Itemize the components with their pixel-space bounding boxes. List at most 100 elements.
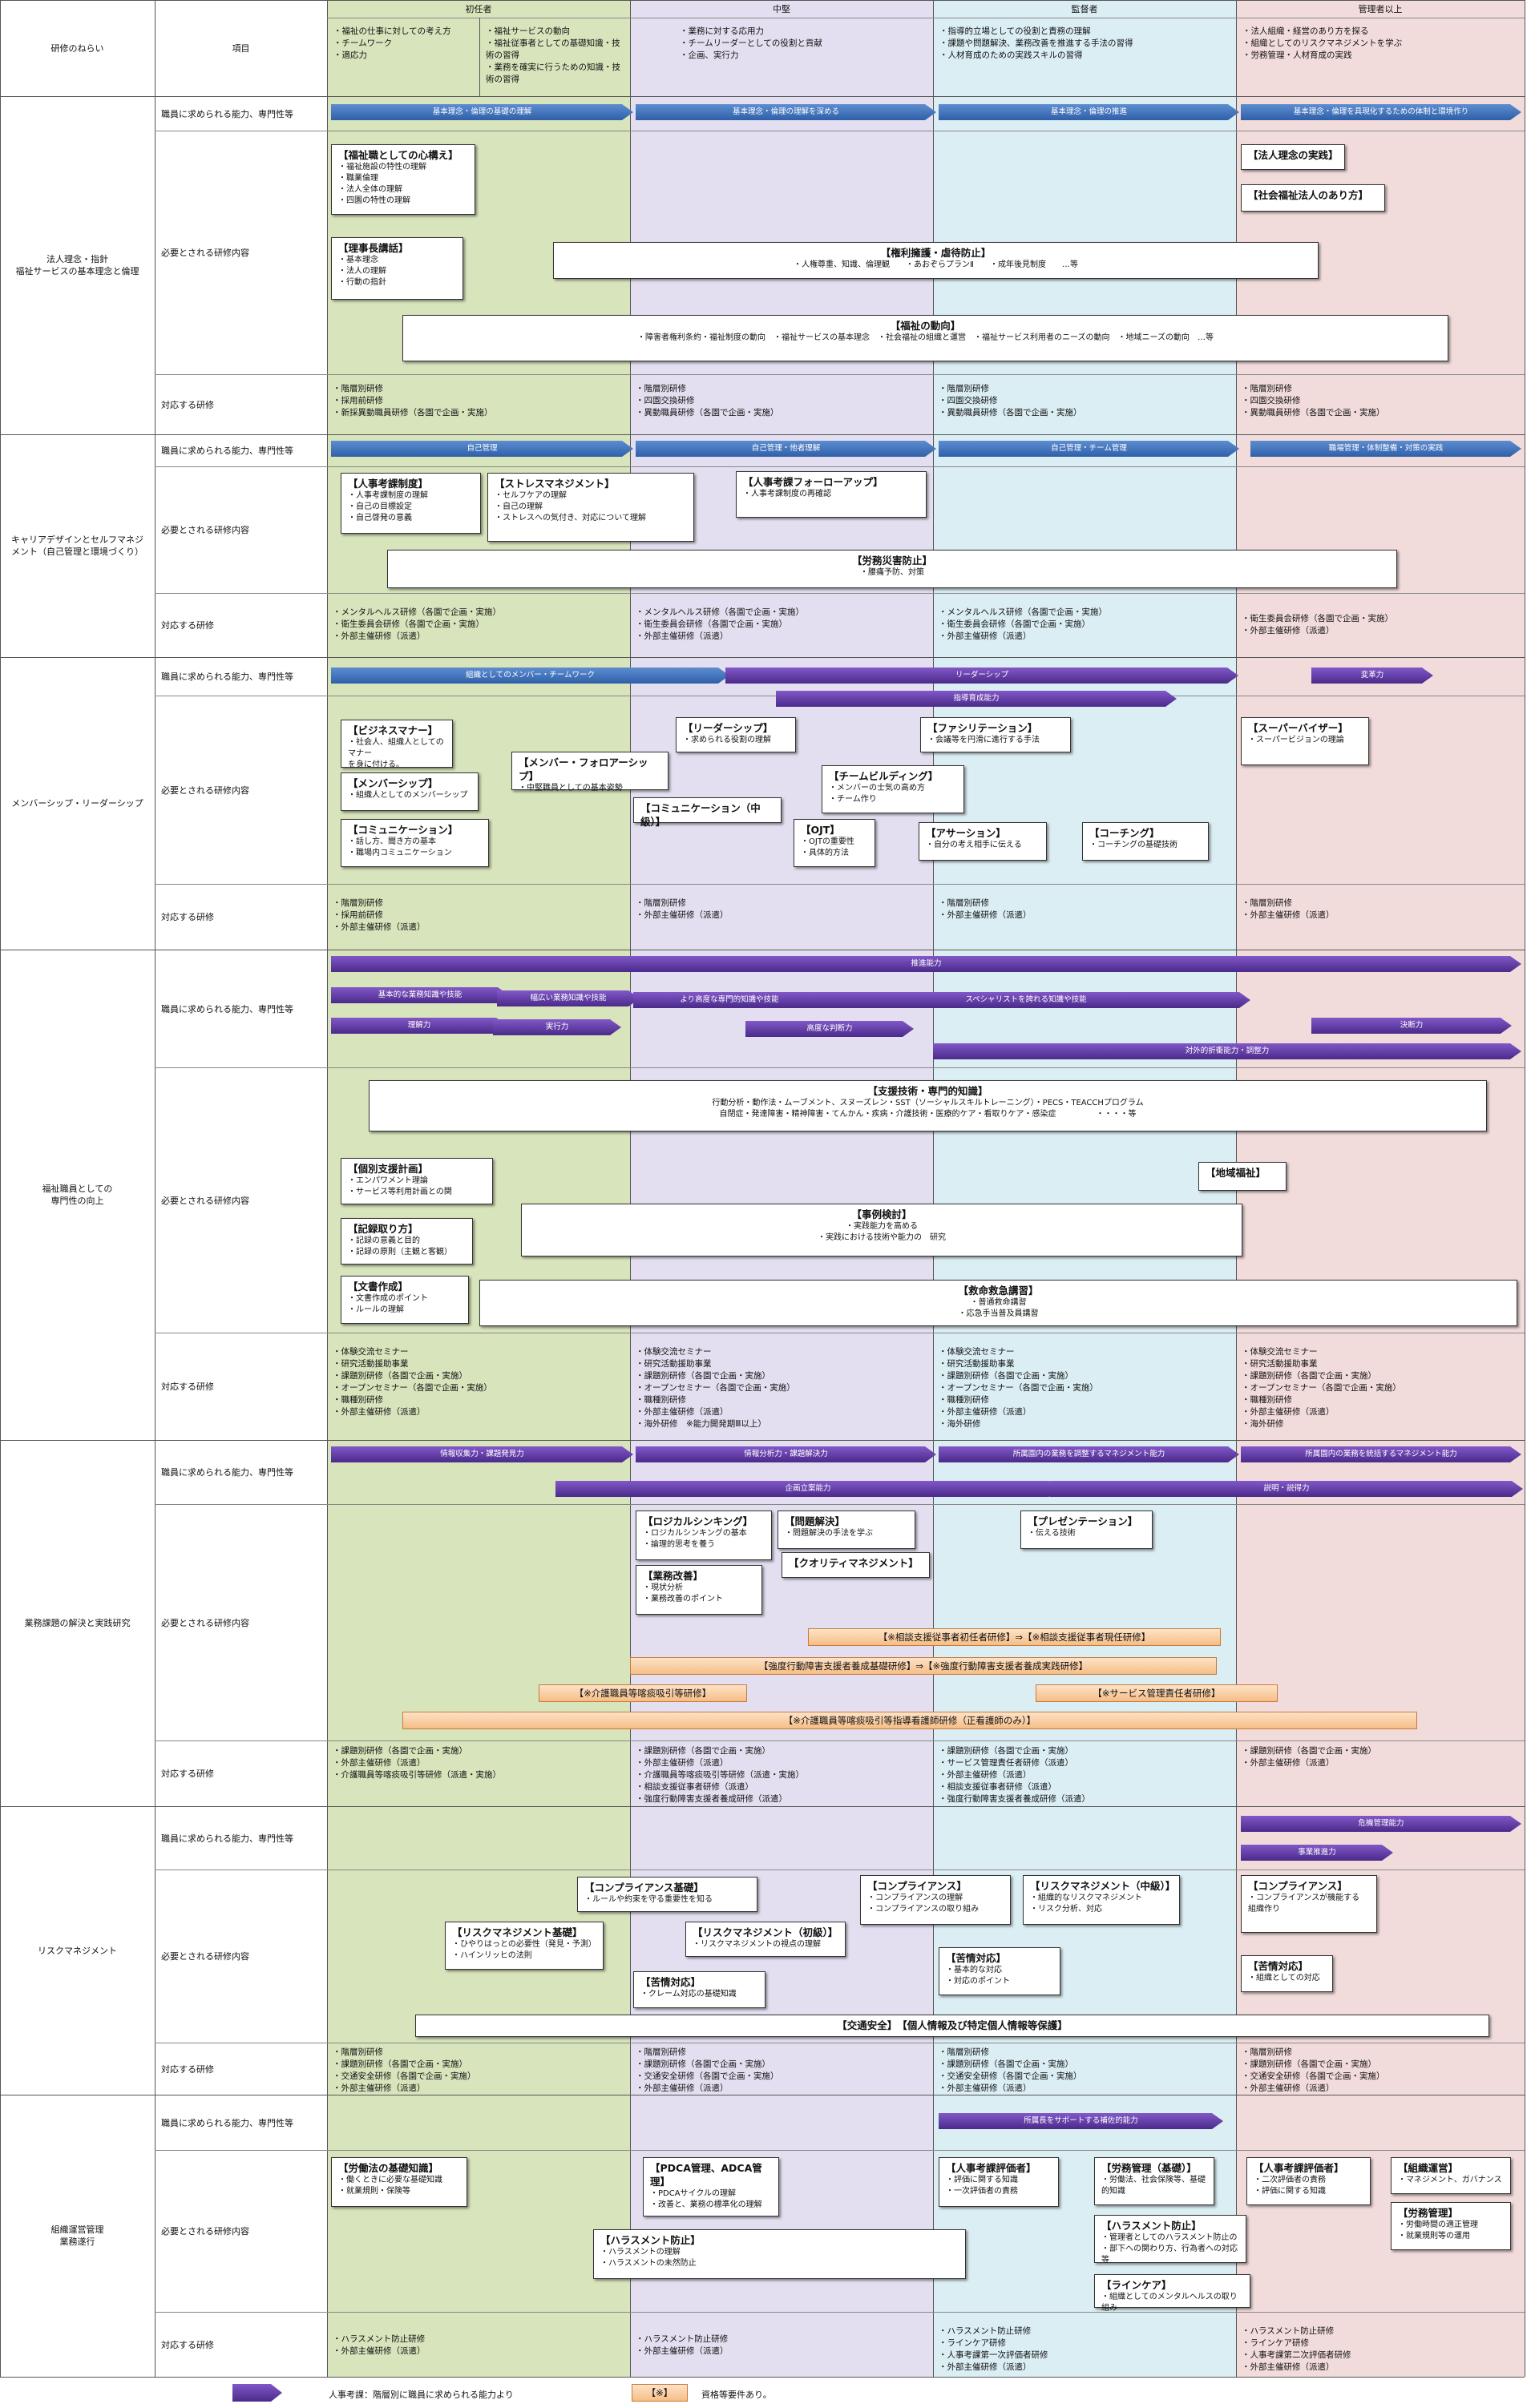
qualification-box: 【※介護職員等喀痰吸引等研修】: [539, 1684, 747, 1702]
training-box: 【人事考課評価者】 ・評価に関する知識 ・一次評価者の責務: [939, 2157, 1059, 2207]
training-box: 【労務管理】 ・労働時間の適正管理 ・就業規則等の運用: [1391, 2202, 1511, 2250]
ability-arrow: 指導育成能力: [776, 691, 1177, 707]
ability-label: 職員に求められる能力、専門性等: [161, 1833, 293, 1844]
content-label: 必要とされる研修内容: [161, 1617, 249, 1628]
training-box: 【問題解決】 ・問題解決の手法を学ぶ: [778, 1511, 915, 1549]
courses-list: ・階層別研修 ・課題別研修（各園で企画・実施） ・交通安全研修（各園で企画・実施…: [636, 2047, 779, 2093]
courses-list: ・階層別研修 ・課題別研修（各園で企画・実施） ・交通安全研修（各園で企画・実施…: [939, 2047, 1082, 2093]
courses-label: 対応する研修: [161, 912, 214, 922]
ability-arrow: 幅広い業務知識や技能: [497, 990, 640, 1006]
level-header-kantoku: 監督者: [1071, 4, 1098, 14]
courses-list: ・体験交流セミナー ・研究活動援助事業 ・課題別研修（各園で企画・実施） ・オー…: [939, 1347, 1098, 1429]
ability-arrow: 情報収集力・課題発見力: [331, 1446, 633, 1462]
training-box: 【ラインケア】 ・組織としてのメンタルヘルスの取り組み: [1094, 2274, 1250, 2313]
courses-list: ・ハラスメント防止研修 ・ラインケア研修 ・人事考課第一次評価者研修 ・外部主催…: [939, 2326, 1048, 2372]
section-name: 業務課題の解決と実践研究: [24, 1618, 131, 1628]
training-box: 【権利擁護・虐待防止】 ・人権尊重、知識、倫理観 ・あおぞらプランⅡ ・成年後見制…: [553, 242, 1319, 279]
ability-arrow: 高度な判断力: [745, 1021, 914, 1037]
ability-arrow: 基本的な業務知識や技能: [331, 987, 509, 1003]
courses-label: 対応する研修: [161, 620, 214, 631]
training-box: 【救命救急講習】 ・普通救命講習 ・応急手当普及員講習: [479, 1280, 1517, 1326]
ability-arrow: 企画立案能力: [555, 1481, 1060, 1497]
ability-arrow: 理解力: [331, 1018, 507, 1034]
courses-label: 対応する研修: [161, 1769, 214, 1779]
courses-list: ・階層別研修 ・課題別研修（各園で企画・実施） ・交通安全研修（各園で企画・実施…: [333, 2047, 476, 2093]
item-header: 項目: [232, 42, 250, 54]
training-box: 【人事考課フォーローアップ】 ・人事考課制度の再確認: [736, 471, 927, 518]
level-header-shonin: 初任者: [465, 4, 492, 14]
training-box: 【記録取り方】 ・記録の意義と目的 ・記録の原則（主観と客観）: [341, 1218, 473, 1265]
qualification-box: 【強度行動障害支援者養成基礎研修】⇒【※強度行動障害支援者養成実践研修】: [630, 1657, 1217, 1675]
training-box: 【リスクマネジメント（中級）】 ・組織的なリスクマネジメント ・リスク分析、対応: [1023, 1875, 1180, 1925]
courses-list: ・体験交流セミナー ・研究活動援助事業 ・課題別研修（各園で企画・実施） ・オー…: [333, 1347, 492, 1417]
training-box: 【ストレスマネジメント】 ・セルフケアの理解 ・自己の理解 ・ストレスへの気付き、…: [487, 473, 694, 542]
training-box: 【理事長講話】 ・基本理念 ・法人の理解 ・行動の指針: [331, 237, 463, 300]
ability-arrow: 実行力: [493, 1019, 621, 1035]
training-box: 【苦情対応】 ・組織としての対応: [1241, 1955, 1333, 1992]
aim-kantoku: ・指導的立場としての役割と責務の理解 ・課題や問題解決、業務改善を推進する手法の…: [939, 26, 1133, 60]
ability-arrow: 基本理念・倫理の理解を深める: [636, 104, 936, 120]
training-box: 【OJT】 ・OJTの重要性 ・具体的方法: [794, 819, 875, 867]
ability-arrow: 変革力: [1311, 668, 1433, 684]
aim-header: 研修のねらい: [50, 42, 104, 54]
legend-orange-text: 資格等要件あり。: [701, 2390, 772, 2400]
ability-arrow: 決断力: [1311, 1018, 1512, 1034]
training-box: 【法人理念の実践】: [1241, 144, 1345, 170]
ability-arrow: 事業推進力: [1241, 1845, 1393, 1861]
section-name: 組織運営管理 業務遂行: [50, 2224, 104, 2247]
training-box: 【アサーション】 ・自分の考え相手に伝える: [919, 822, 1047, 861]
content-label: 必要とされる研修内容: [161, 2226, 249, 2237]
training-box: 【チームビルディング】 ・メンバーの士気の高め方 ・チーム作り: [822, 765, 964, 813]
training-box: 【事例検討】 ・実践能力を高める ・実践における技術や能力の 研究: [521, 1204, 1242, 1256]
ability-arrow: 危機管理能力: [1241, 1816, 1521, 1832]
training-box: 【支援技術・専門的知識】 行動分析・動作法・ムーブメント、スヌーズレン・SST（ソ…: [369, 1080, 1487, 1131]
ability-arrow: 所属園内の業務を統括するマネジメント能力: [1241, 1446, 1521, 1462]
courses-list: ・階層別研修 ・課題別研修（各園で企画・実施） ・交通安全研修（各園で企画・実施…: [1242, 2047, 1385, 2093]
training-box: 【社会福祉法人のあり方】: [1241, 184, 1385, 212]
training-box: 【労働法の基礎知識】 ・働くときに必要な基礎知識 ・就業規則・保険等: [331, 2157, 467, 2207]
courses-list: ・ハラスメント防止研修 ・外部主催研修（派遣）: [333, 2334, 426, 2356]
ability-arrow: 基本理念・倫理を具現化するための体制と環境作り: [1241, 104, 1521, 120]
qualification-box: 【※サービス管理責任者研修】: [1036, 1684, 1278, 1702]
courses-list: ・メンタルヘルス研修（各園で企画・実施） ・衛生委員会研修（各園で企画・実施） …: [333, 607, 501, 641]
training-box: 【福祉職としての心構え】 ・福祉施設の特性の理解 ・職業倫理 ・法人全体の理解 ・…: [331, 144, 475, 215]
legend-orange-mark: 【※】: [632, 2384, 688, 2402]
ability-arrow: 組織としてのメンバー・チームワーク: [331, 668, 729, 684]
content-label: 必要とされる研修内容: [161, 1195, 249, 1206]
ability-arrow: 説明・説得力: [1050, 1481, 1523, 1497]
courses-list: ・階層別研修 ・四園交換研修 ・異動職員研修（各園で企画・実施）: [1242, 384, 1385, 417]
training-box: 【ハラスメント防止】 ・ハラスメントの理解 ・ハラスメントの未然防止: [593, 2229, 966, 2279]
training-box: 【コンプライアンス】 ・コンプライアンスの理解 ・コンプライアンスの取り組み: [860, 1875, 1011, 1925]
training-box: 【労務災害防止】 ・腰痛予防、対策: [387, 550, 1397, 588]
training-box: 【リーダーシップ】 ・求められる役割の理解: [676, 717, 796, 752]
section-name: 法人理念・指針 福祉サービスの基本理念と倫理: [15, 254, 139, 276]
ability-arrow: 推進能力: [331, 956, 1521, 972]
courses-list: ・階層別研修 ・外部主催研修（派遣）: [636, 898, 729, 920]
content-label: 必要とされる研修内容: [161, 785, 249, 796]
courses-list: ・体験交流セミナー ・研究活動援助事業 ・課題別研修（各園で企画・実施） ・オー…: [636, 1347, 795, 1429]
section-name: メンバーシップ・リーダーシップ: [11, 798, 143, 809]
section-name: リスクマネジメント: [38, 1945, 117, 1956]
training-box: 【メンバー・フォロアーシップ】 ・中堅職員としての基本姿勢: [511, 752, 669, 793]
section-name: キャリアデザインとセルフマネジ メント（自己管理と環境づくり）: [11, 534, 143, 557]
training-box: 【リスクマネジメント（初級）】 ・リスクマネジメントの視点の理解: [685, 1922, 846, 1957]
training-box: 【リスクマネジメント基礎】 ・ひやりはっとの必要性（発見・予測） ・ハインリッヒの…: [445, 1922, 604, 1970]
legend-arrow-text: 人事考課：階層別に職員に求められる能力より: [329, 2390, 514, 2400]
ability-label: 職員に求められる能力、専門性等: [161, 2117, 293, 2128]
courses-list: ・衛生委員会研修（各園で企画・実施） ・外部主催研修（派遣）: [1242, 614, 1393, 635]
training-box: 【PDCA管理、ADCA管理】 ・PDCAサイクルの理解 ・改善と、業務の標準化の…: [643, 2157, 779, 2216]
training-box: 【コミュニケーション（中級）】: [633, 797, 782, 828]
ability-label: 職員に求められる能力、専門性等: [161, 672, 293, 682]
training-box: 【苦情対応】 ・クレーム対応の基礎知識: [633, 1971, 765, 2008]
level-header-chuken: 中堅: [773, 4, 790, 14]
content-label: 必要とされる研修内容: [161, 1951, 249, 1962]
training-box: 【ハラスメント防止】 ・管理者としてのハラスメント防止の ・部下への関わり方、行為…: [1094, 2215, 1246, 2265]
courses-list: ・課題別研修（各園で企画・実施） ・外部主催研修（派遣） ・介護職員等喀痰吸引等…: [636, 1746, 804, 1804]
aim-shonin-2: ・福祉サービスの動向 ・福祉従事者としての基礎知識・技 術の習得 ・業務を確実に…: [486, 26, 620, 84]
ability-arrow: 自己管理・他者理解: [636, 441, 936, 457]
ability-arrow: 自己管理・チーム管理: [939, 441, 1239, 457]
training-box: 【コーチング】 ・コーチングの基礎技術: [1082, 822, 1209, 861]
training-box: 【クオリティマネジメント】: [782, 1552, 930, 1578]
ability-arrow: 基本理念・倫理の推進: [939, 104, 1239, 120]
training-box: 【業務改善】 ・現状分析 ・業務改善のポイント: [636, 1565, 762, 1615]
